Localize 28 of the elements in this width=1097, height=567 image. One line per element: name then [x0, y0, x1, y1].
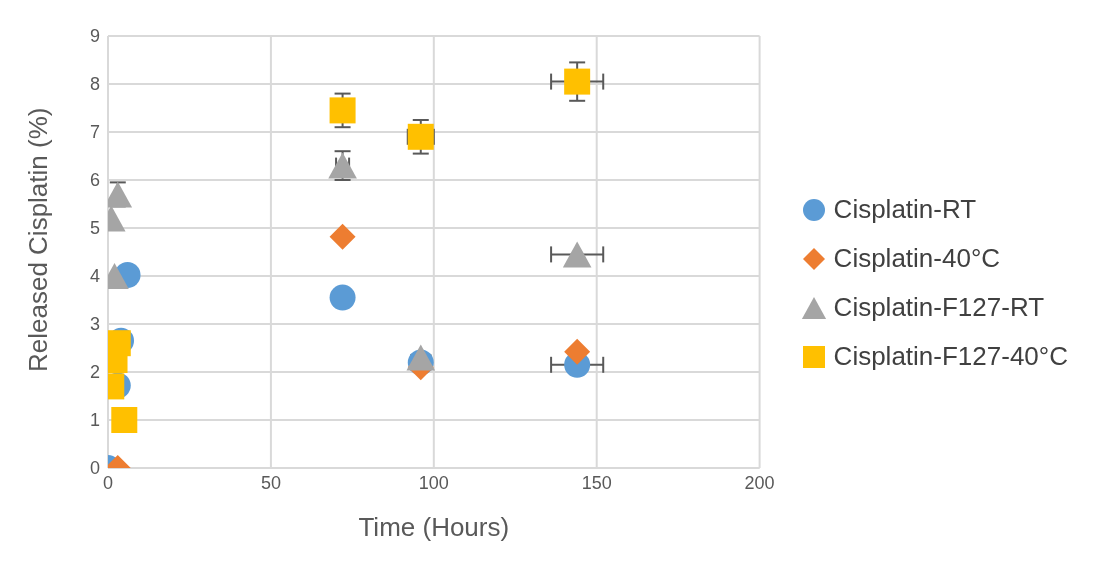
point — [328, 152, 357, 179]
y-tick-label: 0 — [89, 458, 100, 479]
y-tick-label: 2 — [89, 362, 100, 383]
x-tick-label: 150 — [581, 472, 612, 493]
y-tick-label: 8 — [89, 74, 100, 95]
x-tick-label: 100 — [418, 472, 449, 493]
point — [564, 338, 591, 365]
x-tick-label: 50 — [260, 472, 281, 493]
point — [329, 284, 356, 311]
x-axis-title: Time (Hours) — [358, 512, 510, 542]
y-tick-label: 4 — [89, 266, 100, 287]
legend-label: Cisplatin-F127-40°C — [833, 341, 1068, 372]
point — [329, 223, 356, 250]
y-tick-label: 5 — [89, 218, 100, 239]
y-tick-label: 3 — [89, 314, 100, 335]
y-tick-label: 6 — [89, 170, 100, 191]
x-tick-label: 200 — [744, 472, 775, 493]
point — [564, 68, 591, 95]
y-tick-label: 1 — [89, 410, 100, 431]
legend-label: Cisplatin-40°C — [833, 243, 1001, 274]
x-tick-label: 0 — [102, 472, 114, 493]
legend-label: Cisplatin-RT — [833, 194, 977, 225]
point — [329, 97, 356, 124]
y-tick-label: 9 — [89, 26, 100, 47]
point — [111, 407, 138, 433]
y-tick-label: 7 — [89, 122, 100, 143]
y-axis-title: Released Cisplatin (%) — [23, 107, 54, 372]
legend-label: Cisplatin-F127-RT — [833, 292, 1045, 323]
